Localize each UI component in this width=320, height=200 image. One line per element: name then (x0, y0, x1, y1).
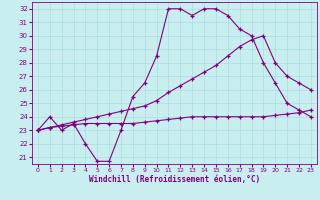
X-axis label: Windchill (Refroidissement éolien,°C): Windchill (Refroidissement éolien,°C) (89, 175, 260, 184)
